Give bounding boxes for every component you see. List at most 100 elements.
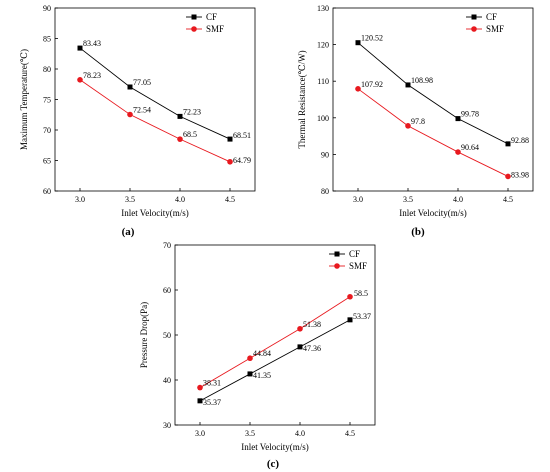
data-label-smf: 51.38 [303,320,321,329]
chart-panel: 3.0 3.5 4.0 4.5 80 90 100 110 120 130 Inlet Veloci… [297,4,534,238]
y-tick-label: 100 [317,114,329,123]
data-point-smf [127,111,133,118]
data-point-smf [247,355,253,362]
x-tick-label: 3.0 [353,195,363,204]
legend-marker-smf [334,263,340,269]
data-label-smf: 107.92 [361,80,383,89]
y-tick-label: 90 [43,4,51,13]
data-point-cf [355,40,361,46]
panel-label: (c) [267,458,280,470]
data-point-cf [247,371,253,377]
data-label-smf: 38.31 [203,379,221,388]
y-tick-label: 85 [43,35,51,44]
data-point-smf [177,136,183,142]
legend-entry-smf: SMF [486,24,504,34]
legend-marker-cf [471,14,477,20]
x-tick-label: 3.0 [75,195,85,204]
data-point-cf [197,398,203,404]
chart-panel: 3.0 3.5 4.0 4.5 60 65 70 75 80 85 90 Inlet Velocity… [19,4,256,238]
y-axis-label: Maximum Temperature(℃) [19,49,29,150]
data-point-smf [455,149,461,155]
series-line-smf [199,296,351,388]
data-label-smf: 64.79 [233,156,251,165]
data-point-cf [77,45,83,51]
y-tick-label: 80 [43,65,51,74]
x-tick-label: 4.0 [175,195,185,204]
panel-label: (a) [122,226,135,238]
y-tick-label: 80 [321,187,329,196]
data-label-cf: 120.52 [361,34,383,43]
data-point-cf [405,82,411,88]
y-tick-label: 75 [43,96,51,105]
data-point-smf [505,173,511,180]
data-point-smf [355,86,361,92]
series-line-smf [357,88,509,177]
x-tick-label: 4.5 [503,195,513,204]
data-label-cf: 41.35 [253,371,271,380]
y-axis-label: Thermal Resistance(℃/W) [297,50,307,148]
data-point-smf [297,325,303,332]
series-line-smf [79,79,231,163]
legend-marker-smf [471,26,477,32]
data-label-smf: 72.54 [133,106,151,115]
y-tick-label: 65 [43,157,51,166]
data-point-cf [347,317,353,323]
y-tick-label: 50 [163,331,171,340]
y-tick-label: 70 [163,241,171,250]
data-label-cf: 72.23 [183,107,201,116]
data-label-cf: 92.88 [511,136,529,145]
x-tick-label: 4.5 [345,429,355,438]
data-point-cf [455,116,461,122]
y-tick-label: 60 [163,286,171,295]
y-tick-label: 40 [163,376,171,385]
legend-marker-cf [191,14,197,20]
x-tick-label: 3.5 [403,195,413,204]
data-point-smf [197,384,203,391]
data-label-smf: 58.5 [354,289,368,298]
data-label-smf: 68.5 [183,130,197,139]
series-line-cf [357,42,509,145]
panel-label: (b) [411,226,425,238]
legend-marker-smf [191,26,197,32]
x-tick-label: 4.5 [225,195,235,204]
y-tick-label: 130 [317,4,329,13]
data-label-cf: 83.43 [83,39,101,48]
x-axis-label: Inlet Velocity(m/s) [399,208,467,218]
data-label-cf: 99.78 [461,110,479,119]
data-label-smf: 97.8 [411,117,425,126]
data-point-smf [77,76,83,83]
y-tick-label: 120 [317,41,329,50]
series-line-cf [199,319,351,402]
y-tick-label: 110 [317,77,329,86]
y-axis-label: Pressure Drop(Pa) [139,302,149,368]
data-label-smf: 78.23 [83,71,101,80]
data-point-cf [505,141,511,147]
legend-entry-smf: SMF [206,24,224,34]
y-tick-label: 30 [163,421,171,430]
x-tick-label: 3.5 [245,429,255,438]
data-label-cf: 35.37 [203,398,221,407]
data-label-smf: 90.64 [461,143,479,152]
data-point-cf [227,136,233,142]
data-point-smf [347,293,353,300]
data-point-smf [227,158,233,165]
y-tick-label: 70 [43,126,51,135]
data-label-cf: 108.98 [411,76,433,85]
x-axis-label: Inlet Velocity(m/s) [121,208,189,218]
legend-marker-cf [334,251,340,257]
y-tick-label: 90 [321,150,329,159]
plot-frame [332,7,534,192]
data-point-smf [405,123,411,129]
legend-entry-cf: CF [486,12,497,22]
y-tick-label: 60 [43,187,51,196]
data-label-cf: 77.05 [133,78,151,87]
data-label-cf: 47.36 [303,344,321,353]
plot-frame [54,7,256,192]
chart-panel: 3.0 3.5 4.0 4.5 30 40 50 60 70 Inlet Velocity(m/s… [139,241,376,470]
data-label-smf: 83.98 [511,170,529,179]
legend-entry-smf: SMF [349,261,367,271]
data-point-cf [177,113,183,119]
data-point-cf [297,344,303,350]
data-label-cf: 53.37 [353,312,371,321]
